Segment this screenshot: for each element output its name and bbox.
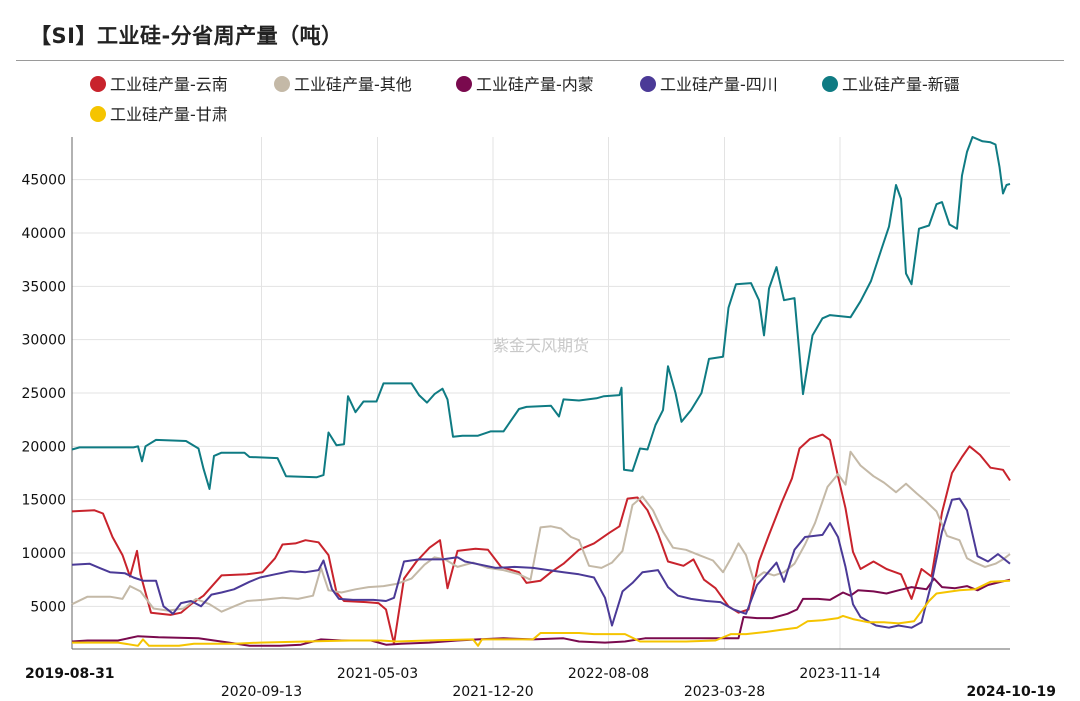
y-tick-label: 10000 bbox=[21, 546, 66, 562]
legend-item-neimeng[interactable]: 工业硅产量-内蒙 bbox=[456, 75, 594, 94]
series-line-yunnan bbox=[71, 433, 1011, 645]
legend-label: 工业硅产量-云南 bbox=[110, 75, 228, 94]
x-tick-label: 2021-12-20 bbox=[452, 684, 533, 700]
x-tick-label: 2019-08-31 bbox=[25, 666, 115, 682]
y-tick-label: 20000 bbox=[21, 439, 66, 455]
legend-item-xinjiang[interactable]: 工业硅产量-新疆 bbox=[822, 75, 960, 94]
series-line-gansu bbox=[72, 579, 1011, 647]
legend-label: 工业硅产量-四川 bbox=[660, 75, 778, 94]
x-tick-label: 2021-05-03 bbox=[337, 666, 418, 682]
legend-marker bbox=[274, 76, 290, 92]
y-tick-label: 5000 bbox=[30, 599, 66, 615]
legend-marker bbox=[640, 76, 656, 92]
y-tick-label: 35000 bbox=[21, 279, 66, 295]
y-tick-label: 40000 bbox=[21, 226, 66, 242]
legend: 工业硅产量-云南 工业硅产量-其他 工业硅产量-内蒙 工业硅产量-四川 工业硅产量-新疆… bbox=[90, 75, 960, 124]
x-tick-label: 2024-10-19 bbox=[966, 684, 1056, 700]
chart-title: 【SI】工业硅-分省周产量（吨） bbox=[30, 24, 343, 48]
x-tick-label: 2022-08-08 bbox=[568, 666, 649, 682]
series-line-xinjiang bbox=[71, 136, 1011, 490]
legend-item-gansu[interactable]: 工业硅产量-甘肃 bbox=[90, 105, 228, 124]
x-tick-label: 2023-11-14 bbox=[799, 666, 880, 682]
x-axis-ticks: 2019-08-31 2020-09-13 2021-05-03 2021-12-20… bbox=[25, 666, 1056, 700]
y-tick-label: 15000 bbox=[21, 493, 66, 509]
legend-label: 工业硅产量-甘肃 bbox=[110, 105, 228, 124]
watermark: 紫金天风期货 bbox=[493, 336, 589, 355]
series-line-neimeng bbox=[71, 577, 1011, 647]
legend-marker bbox=[90, 106, 106, 122]
legend-marker bbox=[456, 76, 472, 92]
legend-marker bbox=[822, 76, 838, 92]
series-lines bbox=[71, 136, 1011, 647]
y-tick-label: 25000 bbox=[21, 386, 66, 402]
x-tick-label: 2020-09-13 bbox=[221, 684, 302, 700]
legend-item-sichuan[interactable]: 工业硅产量-四川 bbox=[640, 75, 778, 94]
legend-label: 工业硅产量-内蒙 bbox=[476, 75, 594, 94]
grid-lines bbox=[72, 137, 1010, 649]
title-divider bbox=[16, 60, 1064, 61]
x-tick-label: 2023-03-28 bbox=[684, 684, 765, 700]
y-tick-label: 45000 bbox=[21, 173, 66, 189]
legend-label: 工业硅产量-其他 bbox=[294, 75, 412, 94]
y-tick-label: 30000 bbox=[21, 333, 66, 349]
legend-marker bbox=[90, 76, 106, 92]
y-axis-ticks: 5000 10000 15000 20000 25000 30000 35000 40000 4… bbox=[21, 173, 66, 616]
legend-item-yunnan[interactable]: 工业硅产量-云南 bbox=[90, 75, 228, 94]
legend-label: 工业硅产量-新疆 bbox=[842, 75, 960, 94]
series-line-qita bbox=[71, 450, 1011, 613]
legend-item-qita[interactable]: 工业硅产量-其他 bbox=[274, 75, 412, 94]
axes bbox=[71, 137, 1010, 650]
